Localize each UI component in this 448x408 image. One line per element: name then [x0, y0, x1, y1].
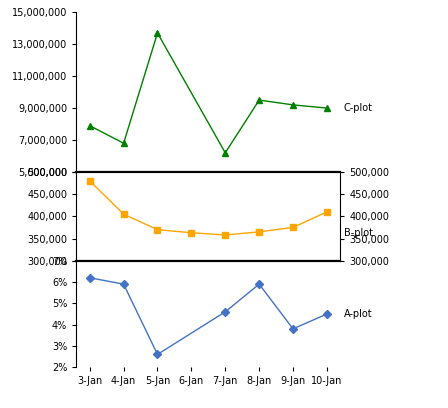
- Text: B-plot: B-plot: [344, 228, 373, 238]
- Text: C-plot: C-plot: [344, 103, 373, 113]
- Text: A-plot: A-plot: [344, 309, 372, 319]
